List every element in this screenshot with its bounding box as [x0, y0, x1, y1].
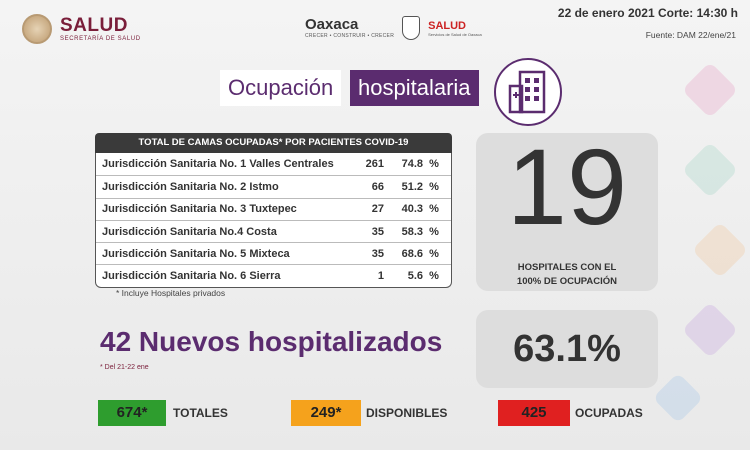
- totales-badge: 674*: [98, 400, 166, 426]
- new-hospitalized: 42 Nuevos hospitalizados: [100, 326, 443, 357]
- new-hospitalized-note: * Del 21-22 ene: [100, 364, 149, 371]
- salud-title: SALUD: [60, 15, 128, 36]
- pct-symbol: %: [429, 270, 439, 283]
- beds-count: 35: [371, 225, 384, 238]
- pct-symbol: %: [429, 180, 439, 193]
- salud-subtitle: SECRETARÍA DE SALUD: [60, 36, 141, 42]
- oaxaca-logos: Oaxaca CRECER • CONSTRUIR • CRECER SALUD…: [305, 16, 482, 40]
- pct-symbol: %: [429, 203, 439, 216]
- title-part1: Ocupación: [220, 70, 342, 106]
- table-row: Jurisdicción Sanitaria No. 3 Tuxtepec 27…: [96, 197, 451, 220]
- table-row: Jurisdicción Sanitaria No. 5 Mixteca 35 …: [96, 242, 451, 264]
- occupancy-percentage: 63.1%: [476, 310, 658, 388]
- salud-oaxaca-sub: Servicios de Salud de Oaxaca: [428, 31, 482, 37]
- table-row: Jurisdicción Sanitaria No. 2 Istmo 66 51…: [96, 175, 451, 197]
- beds-count: 66: [371, 180, 384, 193]
- caption-line1: HOSPITALES CON EL: [517, 262, 617, 273]
- beds-table: TOTAL DE CAMAS OCUPADAS* POR PACIENTES C…: [95, 133, 452, 288]
- table-header: TOTAL DE CAMAS OCUPADAS* POR PACIENTES C…: [95, 133, 452, 153]
- pct-symbol: %: [429, 225, 439, 238]
- beds-count: 27: [371, 203, 384, 216]
- hospital-building-icon: [494, 58, 562, 126]
- pct-symbol: %: [429, 158, 439, 171]
- ocupadas-label: OCUPADAS: [575, 406, 643, 420]
- jurisdiction-name: Jurisdicción Sanitaria No. 1 Valles Cent…: [102, 158, 334, 171]
- table-row: Jurisdicción Sanitaria No.4 Costa 35 58.…: [96, 219, 451, 242]
- caption-line2: 100% DE OCUPACIÓN: [516, 276, 618, 287]
- salud-logo: SALUD SECRETARÍA DE SALUD: [22, 14, 141, 44]
- beds-count: 261: [365, 158, 384, 171]
- jurisdiction-name: Jurisdicción Sanitaria No. 3 Tuxtepec: [102, 203, 297, 216]
- disponibles-badge: 249*: [291, 400, 361, 426]
- table-body: Jurisdicción Sanitaria No. 1 Valles Cent…: [95, 153, 452, 288]
- beds-pct: 58.3: [401, 225, 423, 238]
- hospitals-full-count: 19: [506, 126, 628, 247]
- data-source: Fuente: DAM 22/ene/21: [645, 30, 736, 40]
- beds-count: 1: [377, 270, 384, 283]
- oaxaca-logo-sub: CRECER • CONSTRUIR • CRECER: [305, 33, 395, 39]
- disponibles-label: DISPONIBLES: [366, 406, 448, 420]
- beds-pct: 74.8: [401, 158, 423, 171]
- jurisdiction-name: Jurisdicción Sanitaria No. 6 Sierra: [102, 270, 281, 283]
- pct-symbol: %: [429, 247, 439, 260]
- ocupadas-badge: 425: [498, 400, 570, 426]
- mexico-seal-icon: [22, 14, 52, 44]
- beds-pct: 40.3: [401, 203, 423, 216]
- beds-pct: 5.6: [407, 270, 423, 283]
- beds-pct: 68.6: [401, 247, 423, 260]
- oaxaca-logo-text: Oaxaca: [305, 16, 359, 33]
- report-date: 22 de enero 2021 Corte: 14:30 h: [557, 6, 738, 20]
- jurisdiction-name: Jurisdicción Sanitaria No. 5 Mixteca: [102, 247, 290, 260]
- beds-count: 35: [371, 247, 384, 260]
- beds-pct: 51.2: [401, 180, 423, 193]
- jurisdiction-name: Jurisdicción Sanitaria No.4 Costa: [102, 225, 277, 238]
- title-part2: hospitalaria: [350, 70, 479, 106]
- table-footnote: * Incluye Hospitales privados: [116, 288, 226, 298]
- hospitals-full-card: 19 HOSPITALES CON EL 100% DE OCUPACIÓN: [476, 127, 658, 291]
- oaxaca-crest-icon: [402, 16, 421, 40]
- hospitals-full-caption: HOSPITALES CON EL 100% DE OCUPACIÓN: [476, 261, 658, 289]
- jurisdiction-name: Jurisdicción Sanitaria No. 2 Istmo: [102, 180, 279, 193]
- salud-oaxaca-title: SALUD: [428, 19, 466, 32]
- table-row: Jurisdicción Sanitaria No. 1 Valles Cent…: [96, 153, 451, 175]
- totales-label: TOTALES: [173, 406, 228, 420]
- table-row: Jurisdicción Sanitaria No. 6 Sierra 1 5.…: [96, 264, 451, 286]
